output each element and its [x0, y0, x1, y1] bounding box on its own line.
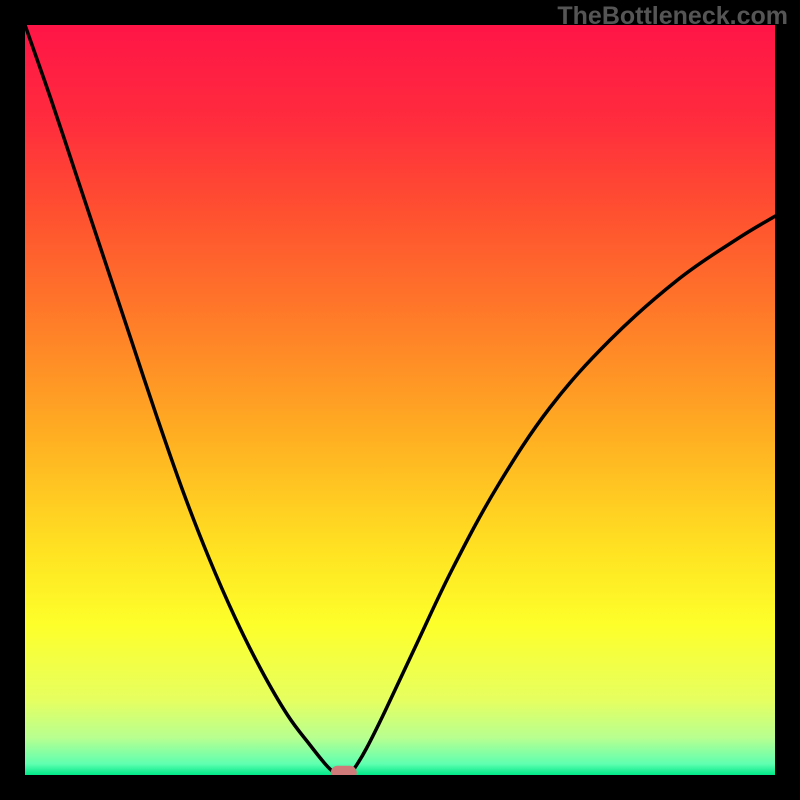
bottleneck-marker	[331, 766, 357, 775]
gradient-background	[25, 25, 775, 775]
watermark-label: TheBottleneck.com	[557, 2, 788, 31]
chart-svg	[25, 25, 775, 775]
plot-area	[25, 25, 775, 775]
